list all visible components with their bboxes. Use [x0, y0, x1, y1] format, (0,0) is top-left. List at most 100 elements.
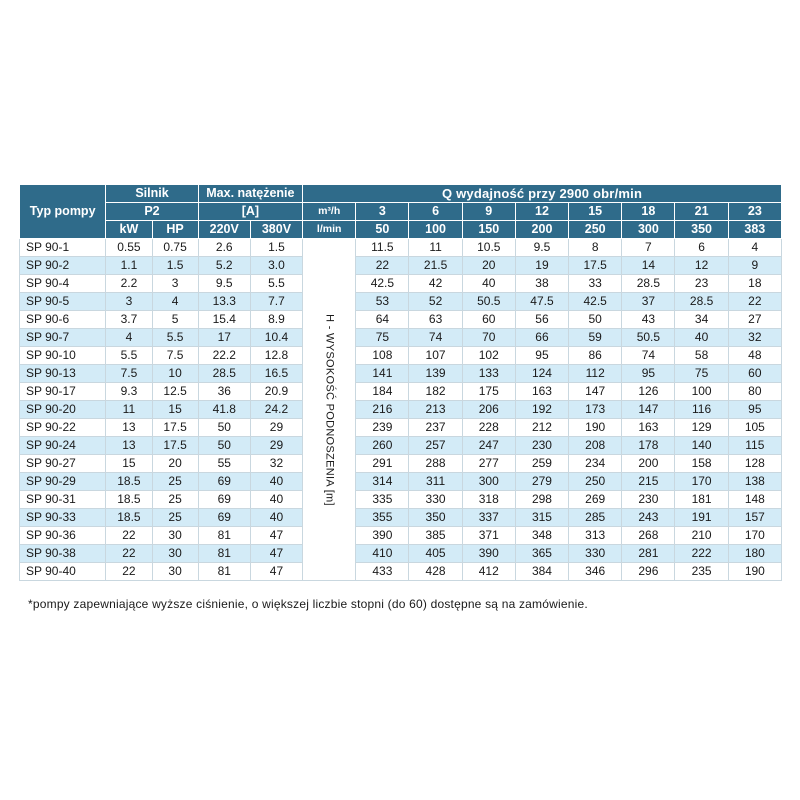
current-380v-cell: 1.5: [249, 238, 304, 257]
pump-type-cell: SP 90-38: [18, 544, 107, 563]
current-380v-cell: 16.5: [249, 364, 304, 383]
motor-kw-cell: 15: [105, 454, 153, 473]
table-row: SP 90-17 9.3 12.5 36 20.9 184 182 175 163 147 126 1…: [18, 382, 783, 401]
head-value-cell: 315: [514, 508, 570, 527]
head-value-cell: 140: [674, 436, 729, 455]
head-value-cell: 385: [408, 526, 463, 545]
pump-type-cell: SP 90-4: [18, 274, 107, 293]
head-value-cell: 279: [514, 472, 570, 491]
table-row: SP 90-20 11 15 41.8 24.2 216 213 206 192 173 147 11…: [18, 400, 783, 419]
motor-kw-cell: 18.5: [105, 490, 153, 509]
head-value-cell: 17.5: [568, 256, 623, 275]
motor-hp-cell: 20: [151, 454, 199, 473]
motor-kw-cell: 2.2: [105, 274, 153, 293]
head-value-cell: 141: [355, 364, 410, 383]
head-value-cell: 180: [727, 544, 783, 563]
head-value-cell: 230: [514, 436, 570, 455]
current-220v-cell: 50: [197, 436, 251, 455]
current-220v-cell: 15.4: [197, 310, 251, 329]
head-value-cell: 330: [408, 490, 463, 509]
current-380v-cell: 40: [249, 490, 304, 509]
motor-hp-cell: 17.5: [151, 418, 199, 437]
head-value-cell: 42: [408, 274, 463, 293]
head-value-cell: 70: [461, 328, 516, 347]
head-value-cell: 247: [461, 436, 516, 455]
head-value-cell: 346: [568, 562, 623, 581]
head-value-cell: 86: [568, 346, 623, 365]
table-row: SP 90-7 4 5.5 17 10.4 75 74 70 66 59 50.5 40 32: [18, 328, 783, 347]
head-value-cell: 355: [355, 508, 410, 527]
head-value-cell: 9.5: [514, 238, 570, 257]
head-value-cell: 281: [621, 544, 676, 563]
head-value-cell: 66: [514, 328, 570, 347]
head-value-cell: 11.5: [355, 238, 410, 257]
head-value-cell: 22: [727, 292, 783, 311]
head-value-cell: 269: [568, 490, 623, 509]
current-220v-cell: 13.3: [197, 292, 251, 311]
header-max-natezenie: Max. natężenie: [197, 184, 304, 203]
head-value-cell: 108: [355, 346, 410, 365]
table-row: SP 90-38 22 30 81 47 410 405 390 365 330 281 222 180: [18, 544, 783, 563]
pump-type-cell: SP 90-13: [18, 364, 107, 383]
head-value-cell: 170: [674, 472, 729, 491]
header-flow-m3h: 15: [568, 202, 623, 221]
head-value-cell: 365: [514, 544, 570, 563]
head-value-cell: 11: [408, 238, 463, 257]
motor-kw-cell: 11: [105, 400, 153, 419]
head-value-cell: 112: [568, 364, 623, 383]
head-value-cell: 133: [461, 364, 516, 383]
header-p2: P2: [105, 202, 199, 221]
head-value-cell: 50: [568, 310, 623, 329]
motor-kw-cell: 4: [105, 328, 153, 347]
table-header: Typ pompy Silnik Max. natężenie Q wydajn…: [18, 184, 783, 239]
head-value-cell: 107: [408, 346, 463, 365]
header-220v: 220V: [197, 220, 251, 239]
head-value-cell: 212: [514, 418, 570, 437]
head-value-cell: 42.5: [568, 292, 623, 311]
head-value-cell: 21.5: [408, 256, 463, 275]
head-value-cell: 239: [355, 418, 410, 437]
head-value-cell: 250: [568, 472, 623, 491]
footnote: *pompy zapewniające wyższe ciśnienie, o …: [28, 597, 588, 611]
head-value-cell: 128: [727, 454, 783, 473]
head-value-cell: 210: [674, 526, 729, 545]
head-value-cell: 124: [514, 364, 570, 383]
motor-hp-cell: 5.5: [151, 328, 199, 347]
head-value-cell: 95: [514, 346, 570, 365]
header-flow-lmin: 150: [461, 220, 516, 239]
head-value-cell: 410: [355, 544, 410, 563]
head-value-cell: 259: [514, 454, 570, 473]
head-value-cell: 300: [461, 472, 516, 491]
head-value-cell: 181: [674, 490, 729, 509]
header-q-wydajnosc: Q wydajność przy 2900 obr/min: [302, 184, 782, 203]
head-value-cell: 215: [621, 472, 676, 491]
header-flow-lmin: 383: [727, 220, 783, 239]
head-value-cell: 228: [461, 418, 516, 437]
table-row: SP 90-36 22 30 81 47 390 385 371 348 313 268 210 170: [18, 526, 783, 545]
current-380v-cell: 47: [249, 526, 304, 545]
head-value-cell: 311: [408, 472, 463, 491]
current-380v-cell: 8.9: [249, 310, 304, 329]
current-220v-cell: 81: [197, 544, 251, 563]
head-value-cell: 260: [355, 436, 410, 455]
head-value-cell: 33: [568, 274, 623, 293]
header-flow-m3h: 18: [621, 202, 676, 221]
current-380v-cell: 20.9: [249, 382, 304, 401]
motor-kw-cell: 22: [105, 544, 153, 563]
head-value-cell: 37: [621, 292, 676, 311]
head-value-cell: 28.5: [621, 274, 676, 293]
head-value-cell: 20: [461, 256, 516, 275]
head-value-cell: 206: [461, 400, 516, 419]
current-380v-cell: 24.2: [249, 400, 304, 419]
pump-type-cell: SP 90-33: [18, 508, 107, 527]
current-220v-cell: 28.5: [197, 364, 251, 383]
table-row: SP 90-10 5.5 7.5 22.2 12.8 108 107 102 95 86 74 58 4…: [18, 346, 783, 365]
head-value-cell: 235: [674, 562, 729, 581]
head-value-cell: 298: [514, 490, 570, 509]
motor-kw-cell: 18.5: [105, 472, 153, 491]
head-value-cell: 74: [408, 328, 463, 347]
head-value-cell: 170: [727, 526, 783, 545]
motor-kw-cell: 7.5: [105, 364, 153, 383]
motor-hp-cell: 25: [151, 490, 199, 509]
head-value-cell: 42.5: [355, 274, 410, 293]
